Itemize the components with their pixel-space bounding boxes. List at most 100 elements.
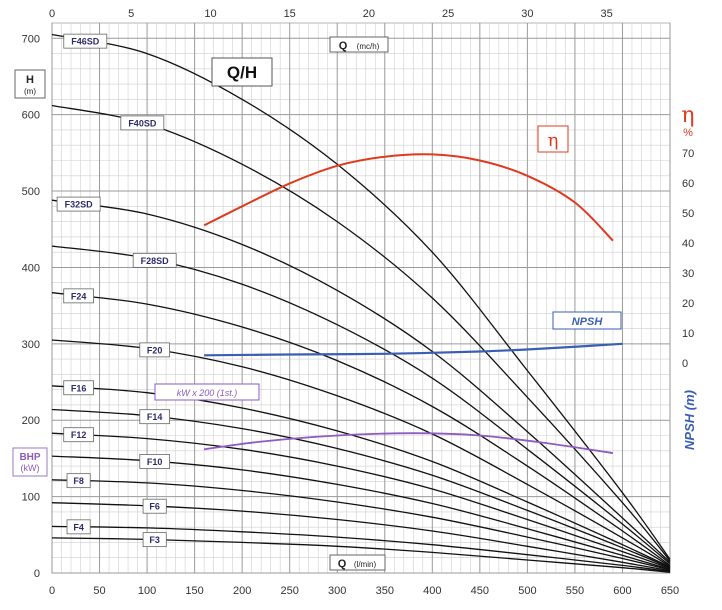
power-curve [203, 432, 614, 454]
h-axis-label: H [26, 74, 34, 86]
x-tick-label: 400 [423, 585, 441, 597]
curve-label-f24: F24 [71, 291, 87, 301]
curve-label-box [139, 342, 170, 358]
x-top-tick-label: 0 [49, 8, 55, 20]
x-tick-label: 50 [93, 585, 105, 597]
x-top-tick-label: 30 [521, 8, 533, 20]
eta-tick-label: 60 [682, 178, 694, 190]
efficiency-curve [203, 153, 614, 242]
eta-tick-label: 10 [682, 328, 694, 340]
curve-label-f20: F20 [147, 345, 163, 355]
curve-label-f16: F16 [71, 383, 87, 393]
power-tag-box [154, 383, 260, 401]
curve-label-f8: F8 [73, 476, 84, 486]
y-tick-label: 0 [34, 568, 40, 580]
curve-label-box [66, 473, 91, 489]
curve-label-f4: F4 [73, 522, 84, 532]
curve-label-box [139, 454, 170, 469]
npsh-curve [204, 342, 623, 357]
head-curve-f40sd [51, 104, 671, 562]
bhp-label: BHP [19, 452, 40, 463]
x-tick-label: 0 [49, 585, 55, 597]
curve-label-f32sd: F32SD [65, 200, 94, 210]
x-top-tick-label: 20 [363, 8, 375, 20]
head-curve-f12 [51, 432, 671, 570]
eta-tick-label: 0 [682, 358, 688, 370]
curve-label-f10: F10 [147, 457, 163, 467]
curve-label-box [63, 33, 108, 49]
eta-axis-unit: % [683, 127, 693, 139]
q-top-label: Q [339, 40, 348, 52]
bhp-box [12, 447, 48, 477]
npsh-tag: NPSH [572, 316, 604, 328]
npsh-tag-box [552, 311, 622, 330]
y-tick-label: 100 [22, 492, 40, 504]
q-top-unit: (mc/h) [357, 42, 380, 51]
x-top-tick-label: 25 [442, 8, 454, 20]
q-bottom-box [329, 554, 386, 571]
y-tick-label: 300 [22, 339, 40, 351]
x-tick-label: 300 [328, 585, 346, 597]
curve-label-box [120, 115, 165, 131]
curve-label-f28sd: F28SD [141, 256, 170, 266]
head-curve-f4 [51, 525, 671, 573]
x-top-tick-label: 5 [128, 8, 134, 20]
x-tick-label: 100 [138, 585, 156, 597]
q-bottom-unit: (l/min) [354, 560, 377, 569]
chart-title: Q/H [227, 63, 257, 82]
head-curve-f46sd [51, 33, 671, 560]
x-tick-label: 250 [281, 585, 299, 597]
npsh-axis-label: NPSH (m) [682, 390, 697, 450]
curve-label-f3: F3 [149, 535, 160, 545]
x-tick-label: 200 [233, 585, 251, 597]
curve-label-box [139, 409, 170, 425]
curve-label-f40sd: F40SD [128, 118, 157, 128]
x-tick-label: 650 [661, 585, 679, 597]
power-tag: kW x 200 (1st.) [177, 388, 238, 398]
q-top-box [329, 36, 389, 53]
eta-tick-label: 30 [682, 268, 694, 280]
curve-label-f14: F14 [147, 412, 163, 422]
x-tick-label: 350 [376, 585, 394, 597]
h-axis-unit: (m) [24, 87, 36, 96]
curve-label-box [56, 196, 101, 212]
x-top-tick-label: 10 [204, 8, 216, 20]
head-curve-f24 [51, 292, 671, 566]
axis-ticks: 0 50 100 150 200 250 300 350 400 450 500 550 600 6500… [22, 8, 695, 597]
curve-label-f12: F12 [71, 430, 87, 440]
curve-label-box [66, 519, 91, 535]
x-tick-label: 150 [185, 585, 203, 597]
y-tick-label: 600 [22, 110, 40, 122]
eta-chart-label-box [537, 125, 569, 153]
curve-label-box [142, 532, 167, 548]
x-top-tick-label: 15 [284, 8, 296, 20]
eta-chart-label: η [548, 130, 559, 151]
title-box [211, 57, 273, 87]
eta-tick-label: 50 [682, 208, 694, 220]
h-axis-box [14, 69, 46, 99]
curve-label-box [132, 252, 177, 268]
q-bottom-label: Q [338, 558, 347, 570]
x-top-tick-label: 35 [600, 8, 612, 20]
eta-tick-label: 70 [682, 148, 694, 160]
x-tick-label: 600 [613, 585, 631, 597]
curve-label-f46sd: F46SD [71, 37, 100, 47]
grid [51, 22, 671, 574]
y-tick-label: 700 [22, 33, 40, 45]
overlay-curves [203, 153, 623, 454]
curve-label-f6: F6 [149, 502, 160, 512]
x-tick-label: 550 [566, 585, 584, 597]
curve-label-box [63, 380, 94, 396]
curve-label-box [142, 498, 167, 514]
bhp-unit: (kW) [21, 463, 40, 473]
head-curve-f32sd [51, 199, 671, 563]
curve-label-box [63, 427, 94, 443]
eta-axis-symbol: η [681, 103, 694, 128]
curve-label-box [63, 288, 94, 304]
eta-tick-label: 20 [682, 298, 694, 310]
y-tick-label: 200 [22, 415, 40, 427]
head-curve-f8 [51, 479, 671, 571]
eta-tick-label: 40 [682, 238, 694, 250]
x-tick-label: 500 [518, 585, 536, 597]
